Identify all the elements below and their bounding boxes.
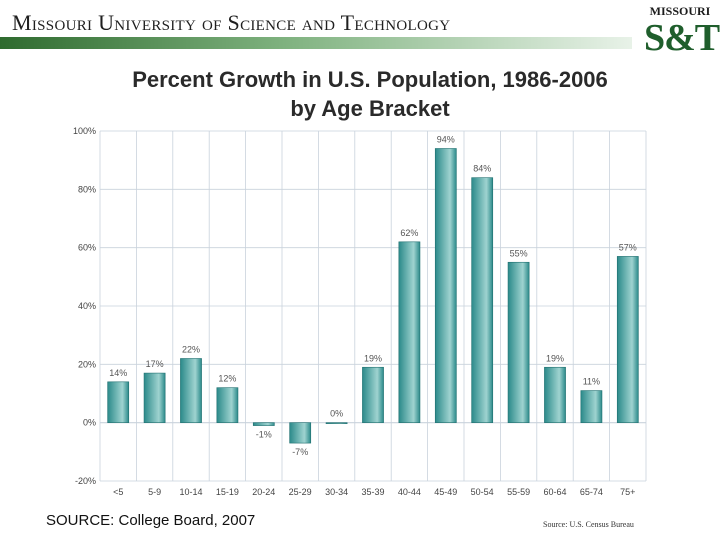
source-note-right: Source: U.S. Census Bureau — [543, 520, 634, 529]
data-label: 84% — [473, 164, 491, 174]
header-title: Missouri University of Science and Techn… — [12, 10, 451, 35]
x-tick-label: 55-59 — [507, 487, 530, 497]
bar — [471, 177, 494, 423]
bar — [616, 256, 639, 423]
x-tick-label: 25-29 — [289, 487, 312, 497]
bar — [325, 422, 348, 424]
data-label: 0% — [330, 409, 343, 419]
bar — [107, 381, 130, 423]
x-tick-label: 10-14 — [179, 487, 202, 497]
bar-layer — [107, 148, 639, 444]
data-label: 19% — [546, 353, 564, 363]
data-label: 11% — [583, 377, 600, 387]
bar — [289, 422, 312, 444]
x-tick-label: 20-24 — [252, 487, 275, 497]
y-tick-label: 40% — [78, 301, 96, 311]
chart-subtitle: by Age Bracket — [290, 96, 450, 121]
bar — [580, 390, 603, 423]
x-tick-label: 5-9 — [148, 487, 161, 497]
data-label: 12% — [218, 374, 236, 384]
data-label: 22% — [182, 345, 200, 355]
x-tick-label: 50-54 — [471, 487, 494, 497]
chart-title: Percent Growth in U.S. Population, 1986-… — [132, 67, 608, 92]
data-label: 94% — [437, 135, 455, 145]
source-note-left: SOURCE: College Board, 2007 — [46, 512, 256, 529]
x-tick-label: <5 — [113, 487, 123, 497]
x-tick-label: 65-74 — [580, 487, 603, 497]
label-layer: 100% 80% 60% 40% 20% 0% -20% 14% <5 17% 5-9 22% 10-1… — [73, 126, 637, 497]
logo-main-text: S&T — [644, 17, 720, 59]
university-logo: MISSOURI S&T — [644, 4, 720, 64]
y-tick-label: 20% — [78, 359, 96, 369]
bar — [216, 387, 239, 423]
data-label: 57% — [619, 242, 637, 252]
x-tick-label: 45-49 — [434, 487, 457, 497]
y-tick-label: 80% — [78, 184, 96, 194]
bar — [398, 241, 421, 423]
y-tick-label: 100% — [73, 126, 96, 136]
x-tick-label: 15-19 — [216, 487, 239, 497]
logo-top-text: MISSOURI — [649, 4, 711, 18]
bar — [143, 372, 166, 423]
x-tick-label: 35-39 — [361, 487, 384, 497]
data-label: 17% — [146, 359, 164, 369]
y-tick-label: 60% — [78, 243, 96, 253]
y-tick-label: -20% — [75, 476, 96, 486]
x-tick-label: 40-44 — [398, 487, 421, 497]
bar — [507, 261, 530, 423]
data-label: 19% — [364, 353, 382, 363]
y-tick-label: 0% — [83, 418, 96, 428]
bar — [544, 366, 566, 423]
x-tick-label: 30-34 — [325, 487, 348, 497]
header-rule — [0, 37, 632, 49]
data-label: 55% — [510, 248, 528, 258]
data-label: -1% — [256, 430, 272, 440]
bar — [434, 148, 457, 423]
data-label: 62% — [400, 228, 418, 238]
bar — [362, 366, 384, 423]
bar — [252, 422, 275, 426]
bar — [180, 358, 202, 423]
grid-layer — [99, 130, 647, 482]
x-tick-label: 60-64 — [543, 487, 566, 497]
data-label: 14% — [109, 368, 127, 378]
data-label: -7% — [292, 447, 308, 457]
x-tick-label: 75+ — [620, 487, 635, 497]
